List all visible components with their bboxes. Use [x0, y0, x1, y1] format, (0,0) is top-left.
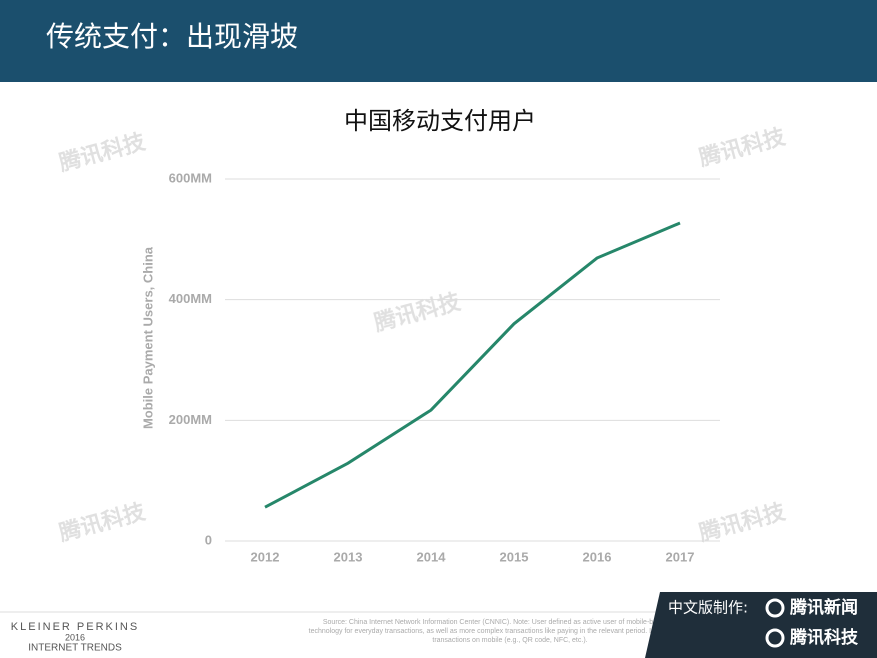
- brand: INTERNET TRENDS: [28, 643, 122, 654]
- watermarks: 腾讯科技 腾讯科技 腾讯科技 腾讯科技 腾讯科技: [57, 124, 789, 546]
- x-tick-label: 2014: [417, 549, 447, 564]
- watermark: 腾讯科技: [697, 499, 789, 546]
- x-tick-label: 2013: [334, 549, 363, 564]
- y-tick-label: 400MM: [169, 291, 212, 306]
- credit-news: 腾讯新闻: [790, 597, 858, 618]
- logo: [765, 598, 785, 618]
- x-tick-label: 2012: [251, 549, 280, 564]
- chart-title: 中国移动支付用户: [344, 107, 536, 135]
- y-axis-label: Mobile Payment Users, China: [140, 246, 155, 429]
- y-tick-label: 600MM: [169, 170, 212, 185]
- y-tick-label: 0: [205, 532, 212, 547]
- slide-title: 传统支付：出现滑坡: [46, 20, 298, 53]
- watermark: 腾讯科技: [57, 499, 149, 546]
- watermark: 腾讯科技: [697, 124, 789, 171]
- x-tick-label: 2015: [500, 549, 529, 564]
- logo: [765, 628, 785, 648]
- credit-box: [645, 592, 877, 658]
- x-tick-label: 2016: [583, 549, 612, 564]
- brand: 2016: [65, 632, 85, 642]
- watermark: 腾讯科技: [372, 289, 464, 336]
- y-tick-label: 200MM: [169, 412, 212, 427]
- data-line: [264, 221, 681, 509]
- watermark: 腾讯科技: [57, 129, 149, 176]
- source-note: Source: China Internet Network Informati…: [308, 619, 712, 644]
- credit-label: 中文版制作:: [668, 599, 748, 617]
- x-tick-label: 2017: [666, 549, 695, 564]
- brand: KLEINER PERKINS: [11, 621, 139, 633]
- source-box: Source: China Internet Network Informati…: [308, 619, 712, 644]
- header-bar: [0, 0, 877, 82]
- credit-tech: 腾讯科技: [790, 627, 859, 648]
